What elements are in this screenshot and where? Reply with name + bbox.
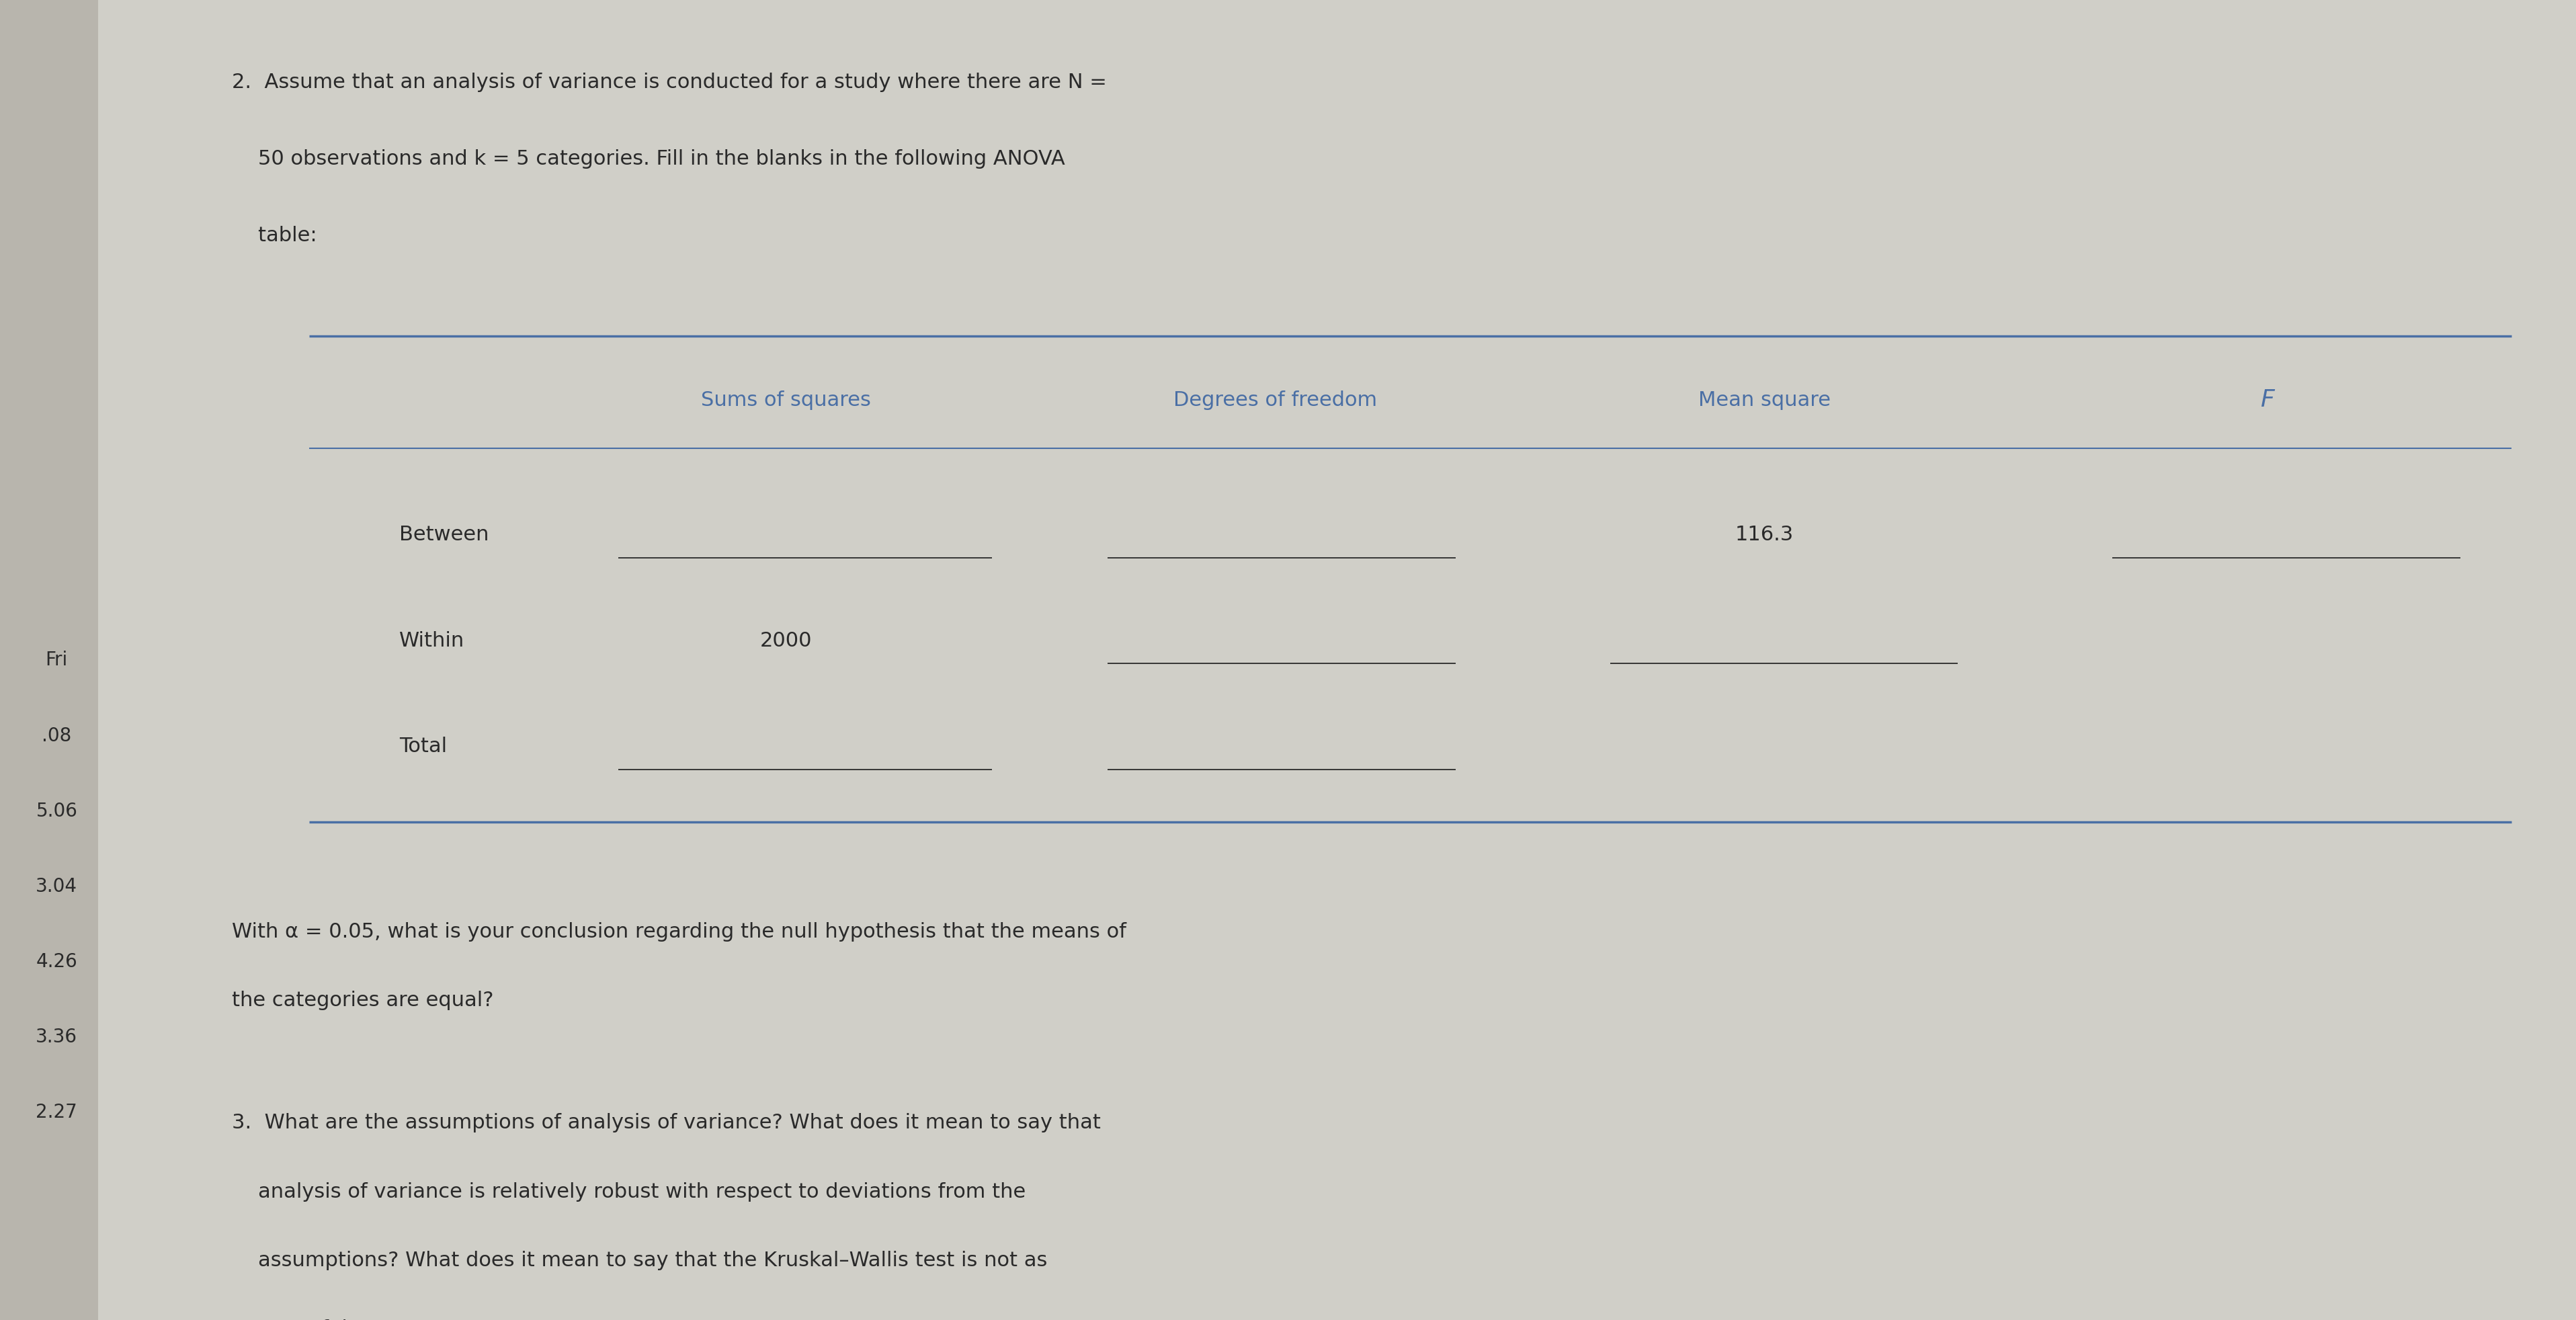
Text: 3.  What are the assumptions of analysis of variance? What does it mean to say t: 3. What are the assumptions of analysis … — [232, 1113, 1100, 1133]
Text: Fri: Fri — [46, 651, 67, 669]
Text: 5.06: 5.06 — [36, 801, 77, 820]
Text: With α = 0.05, what is your conclusion regarding the null hypothesis that the me: With α = 0.05, what is your conclusion r… — [232, 921, 1126, 941]
Text: Mean square: Mean square — [1698, 391, 1832, 409]
Text: 2.  Assume that an analysis of variance is conducted for a study where there are: 2. Assume that an analysis of variance i… — [232, 73, 1108, 92]
Text: 4.26: 4.26 — [36, 952, 77, 970]
Text: 50 observations and k = 5 categories. Fill in the blanks in the following ANOVA: 50 observations and k = 5 categories. Fi… — [232, 149, 1064, 169]
Text: 116.3: 116.3 — [1736, 525, 1793, 544]
Text: 2000: 2000 — [760, 631, 811, 649]
Text: 3.04: 3.04 — [36, 876, 77, 895]
Text: Total: Total — [399, 737, 448, 755]
Text: the categories are equal?: the categories are equal? — [232, 990, 495, 1010]
Text: powerful as ANOVA?: powerful as ANOVA? — [232, 1319, 466, 1320]
Text: table:: table: — [232, 226, 317, 246]
Text: Between: Between — [399, 525, 489, 544]
Text: 3.36: 3.36 — [36, 1027, 77, 1045]
Text: Degrees of freedom: Degrees of freedom — [1172, 391, 1378, 409]
Text: analysis of variance is relatively robust with respect to deviations from the: analysis of variance is relatively robus… — [232, 1181, 1025, 1201]
Text: F: F — [2259, 388, 2275, 412]
Text: Within: Within — [399, 631, 464, 649]
Bar — [0, 0, 98, 1320]
Text: 2.27: 2.27 — [36, 1102, 77, 1121]
Text: .08: .08 — [41, 726, 72, 744]
Text: Sums of squares: Sums of squares — [701, 391, 871, 409]
Text: assumptions? What does it mean to say that the Kruskal–Wallis test is not as: assumptions? What does it mean to say th… — [232, 1250, 1048, 1270]
